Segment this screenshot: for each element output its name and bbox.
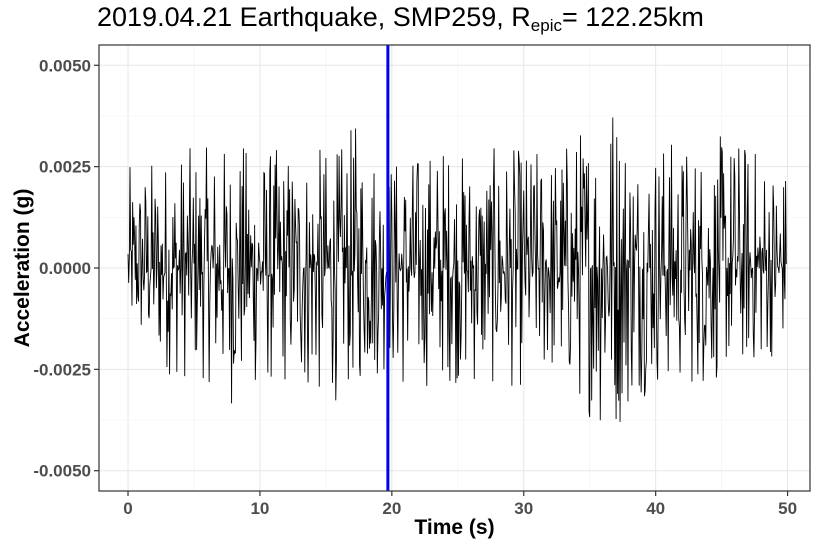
series-layer (127, 117, 787, 422)
y-tick-label: -0.0025 (33, 360, 91, 379)
grid-layer (99, 45, 810, 491)
y-tick-label: 0.0000 (39, 259, 91, 278)
x-axis-title: Time (s) (414, 516, 494, 539)
title-subscript: epic (530, 16, 562, 35)
title-prefix: 2019.04.21 Earthquake, SMP259, R (97, 2, 531, 32)
y-tick-label: -0.0050 (33, 462, 91, 481)
x-tick-label: 40 (646, 499, 665, 518)
y-tick-label: 0.0025 (39, 158, 91, 177)
series-trace (127, 117, 787, 422)
title-suffix: = 122.25km (561, 2, 704, 32)
x-tick-label: 50 (778, 499, 797, 518)
x-tick-label: 30 (514, 499, 533, 518)
x-tick-label: 20 (382, 499, 401, 518)
chart-title: 2019.04.21 Earthquake, SMP259, Repic= 12… (97, 2, 704, 36)
y-tick-label: 0.0050 (39, 56, 91, 75)
y-axis-title: Acceleration (g) (11, 189, 34, 348)
x-tick-label: 10 (250, 499, 269, 518)
x-tick-label: 0 (123, 499, 132, 518)
axis-layer: 0 10 20 30 40 50 -0.0050 -0.0025 0.0000 0.0025 0.0… (33, 56, 797, 518)
